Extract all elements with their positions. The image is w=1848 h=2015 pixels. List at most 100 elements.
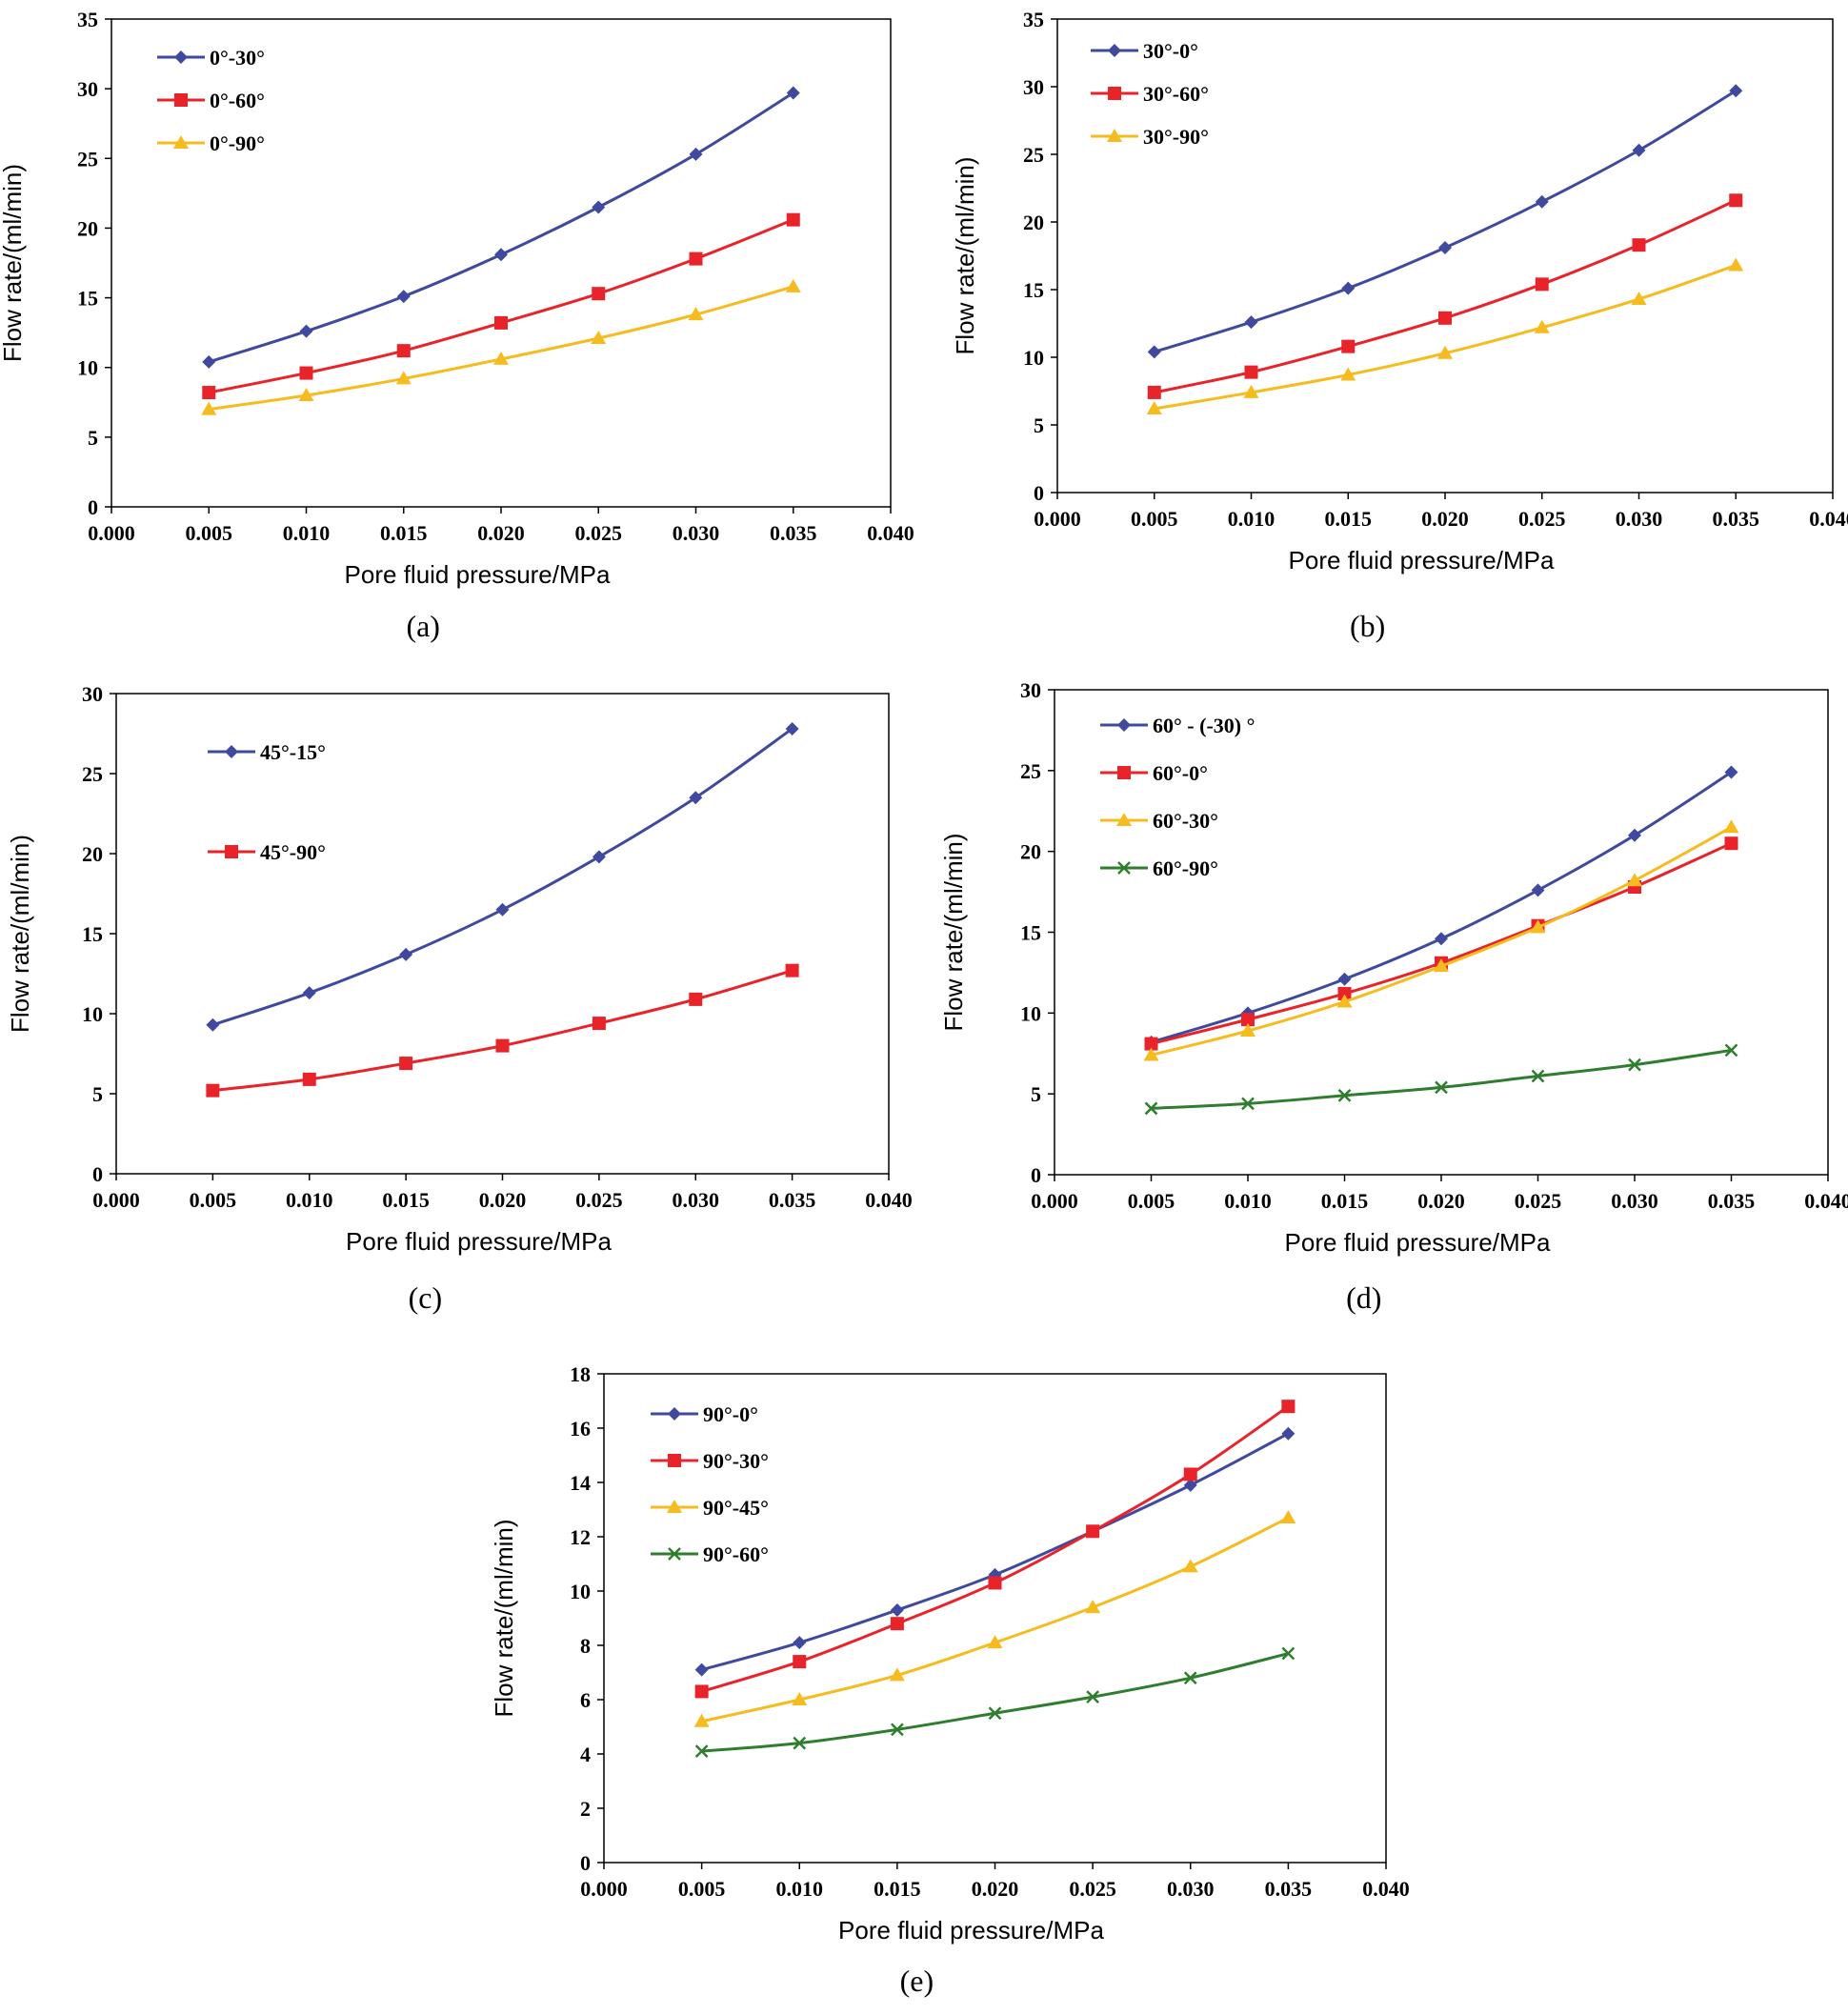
y-tick-label: 25 [1020,759,1041,783]
legend-entry: 30°-0° [1091,39,1198,63]
legend-marker [1108,44,1121,57]
series-line [701,1404,1290,1693]
data-point [1435,1080,1448,1095]
x-tick-label: 0.030 [1167,1877,1215,1901]
legend-label: 60°-0° [1153,761,1208,785]
y-tick-label: 0 [1031,1163,1041,1187]
data-point [1241,1013,1255,1027]
x-tick-label: 0.035 [770,521,817,545]
y-axis-label: Flow rate/(ml/min) [0,164,27,362]
data-point [592,1017,606,1031]
y-axis-label: Flow rate/(ml/min) [951,156,979,354]
x-tick-label: 0.030 [1616,507,1663,531]
x-tick-label: 0.040 [1804,1189,1848,1213]
legend-marker [174,93,188,107]
y-tick-label: 10 [1023,346,1044,370]
y-tick-label: 10 [77,356,98,380]
data-point [1182,1559,1198,1573]
x-tick-label: 0.005 [186,521,233,545]
x-tick-label: 0.010 [1224,1189,1272,1213]
chart-panel-0: 0 5 10 15 20 25 30 35 0.000 0.005 0.010 0.015 0.020 0… [0,8,914,643]
series-0 [1144,765,1738,1049]
data-point [299,324,313,338]
y-tick-label: 5 [1034,413,1044,437]
data-point [785,963,799,977]
y-tick-label: 8 [580,1634,591,1658]
y-axis-label: Flow rate/(ml/min) [6,835,34,1033]
chart-panel-2: 0 5 10 15 20 25 30 0.000 0.005 0.010 0.015 0.020 0.0… [6,682,913,1315]
data-point [495,902,510,917]
legend-entry: 90°-60° [651,1542,769,1566]
y-tick-label: 30 [1023,75,1044,99]
x-tick-label: 0.035 [1265,1877,1313,1901]
x-tick-label: 0.020 [479,1188,527,1212]
x-tick-label: 0.015 [874,1877,921,1901]
data-point [1337,1088,1352,1102]
y-axis-label: Flow rate/(ml/min) [939,833,968,1031]
data-point [1280,1510,1296,1524]
data-point [1183,1671,1197,1685]
x-tick-label: 0.020 [1421,507,1469,531]
legend-entry: 30°-60° [1091,82,1209,106]
series-line [208,218,794,394]
data-point [1632,143,1646,157]
legend-marker [1116,813,1132,826]
legend-entry: 60° - (-30) ° [1100,714,1255,737]
data-point [395,371,412,385]
x-tick-label: 0.015 [382,1188,430,1212]
legend-marker [225,745,238,758]
series-1 [206,963,799,1098]
data-point [1531,1069,1545,1083]
data-point [890,1617,904,1631]
data-point [1143,1047,1159,1061]
data-point [793,1736,807,1750]
legend-label: 45°-15° [260,740,326,764]
y-tick-label: 0 [1034,481,1044,505]
data-point [793,1636,807,1650]
legend-label: 30°-60° [1143,82,1209,106]
data-point [694,1744,709,1759]
data-point [493,351,509,365]
legend-marker [1107,129,1122,142]
x-tick-label: 0.015 [380,521,428,545]
y-tick-label: 5 [1031,1082,1041,1106]
data-point [1144,1037,1158,1051]
x-tick-label: 0.000 [88,521,135,545]
plot-frame [603,1373,1387,1864]
legend-label: 45°-90° [260,840,326,864]
data-point [591,330,607,344]
data-point [1337,986,1352,1000]
panel-caption: (c) [409,1280,443,1315]
data-point [1340,367,1356,381]
data-point [1147,345,1161,359]
y-tick-label: 6 [580,1688,591,1712]
data-point [1243,384,1259,398]
y-tick-label: 35 [77,8,98,31]
y-tick-label: 18 [570,1362,591,1386]
data-point [1723,819,1739,834]
data-point [1183,1478,1197,1492]
legend-entry: 60°-30° [1100,809,1218,833]
series-0 [206,721,799,1032]
data-point [1183,1467,1197,1481]
legend-label: 0°-30° [210,46,265,70]
data-point [1728,257,1744,272]
legend-marker [1117,718,1131,732]
data-point [793,1655,807,1669]
data-point [302,1072,316,1086]
legend-entry: 0°-60° [157,89,265,112]
panel-caption: (a) [406,609,440,643]
series-line [701,1516,1290,1723]
data-point [1438,311,1452,325]
chart-panel-3: 0 5 10 15 20 25 30 0.000 0.005 0.010 0.015 0.020 0.0… [939,678,1848,1315]
y-tick-label: 0 [92,1162,103,1186]
legend-label: 90°-0° [703,1402,758,1426]
legend-label: 90°-45° [703,1496,769,1520]
legend-marker [173,135,189,149]
data-point [689,252,703,266]
y-tick-label: 5 [88,426,98,450]
legend-marker [668,1407,681,1421]
data-point [298,387,314,401]
legend-marker [174,50,188,64]
